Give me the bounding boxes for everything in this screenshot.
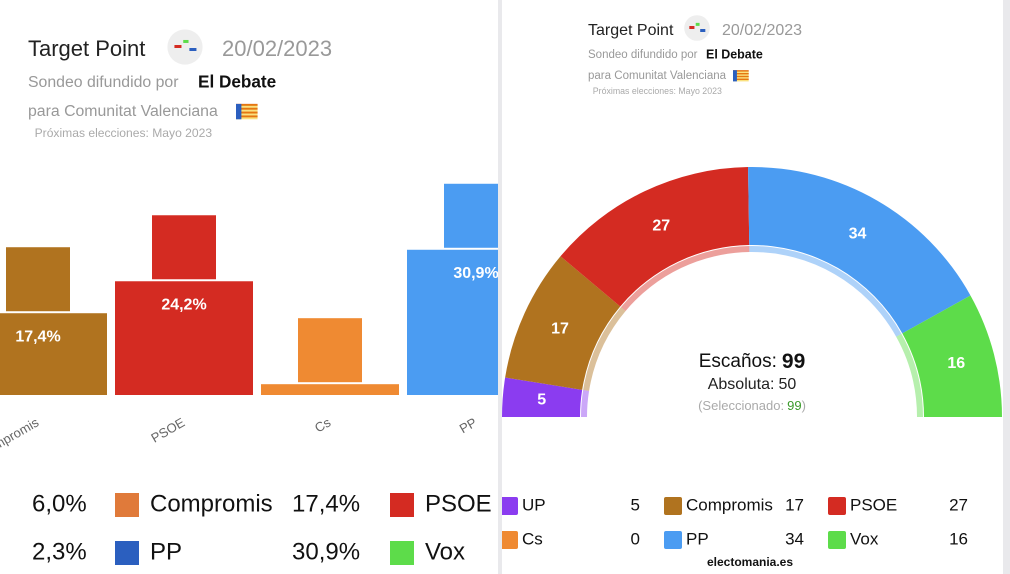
x-tick-label: PP	[457, 415, 480, 437]
seat-label: 16	[947, 355, 965, 372]
seat-label: 34	[849, 225, 867, 242]
bar-panel: Target Point 20/02/2023 Sondeo difundido p…	[0, 0, 498, 574]
title: Target Point	[588, 22, 674, 39]
note: Próximas elecciones: Mayo 2023	[593, 86, 722, 96]
selection-arc	[749, 246, 902, 337]
x-tick-label: PSOE	[148, 414, 187, 445]
note: Próximas elecciones: Mayo 2023	[35, 126, 213, 140]
logo-mark	[189, 48, 197, 51]
legend-name: Compromis	[686, 495, 773, 514]
logo-mark	[695, 22, 700, 26]
bar	[407, 249, 498, 395]
bar	[115, 281, 253, 395]
seat-arc	[748, 167, 971, 334]
selection-arc	[581, 389, 590, 417]
legend-icon	[664, 497, 682, 515]
logo-mark	[183, 39, 189, 43]
legend-name: Vox	[850, 529, 879, 548]
seat-label: 17	[551, 321, 569, 338]
legend-text: Vox	[425, 538, 465, 565]
bar	[0, 313, 107, 395]
legend-text: 17,4%	[292, 490, 360, 517]
logo	[684, 15, 710, 41]
footer: electomania.es	[707, 555, 793, 569]
seat-arc	[902, 295, 1002, 417]
hemicycle-panel: Target Point 20/02/2023 Sondeo difundido p…	[502, 0, 1003, 574]
legend-text: Compromis	[150, 490, 273, 517]
selection-arc	[583, 307, 626, 391]
majority: Absoluta: 50	[708, 376, 797, 393]
subtitle: Sondeo difundido por	[588, 49, 698, 61]
legend-icon	[828, 531, 846, 549]
legend-name: Cs	[522, 529, 543, 548]
party-icon	[152, 215, 216, 280]
legend-text: 30,9%	[292, 538, 360, 565]
date: 20/02/2023	[222, 36, 332, 61]
seat-arc	[505, 256, 621, 390]
total: Escaños: 99	[699, 350, 806, 373]
legend-value: 5	[631, 495, 640, 514]
legend-icon	[390, 493, 414, 517]
value-label: 24,2%	[161, 296, 206, 313]
legend-icon	[502, 497, 518, 515]
title: Target Point	[28, 36, 145, 61]
x-tick-label: Compromis	[0, 414, 42, 460]
total-label: Escaños:	[699, 351, 777, 372]
legend-value: 34	[785, 529, 804, 548]
selection-arc	[896, 333, 923, 417]
flag-band	[733, 70, 737, 82]
legend-icon	[502, 531, 518, 549]
legend-text: PSOE	[425, 490, 492, 517]
logo	[167, 29, 203, 65]
majority-label: Absoluta:	[708, 376, 775, 393]
logo-mark	[174, 45, 182, 48]
seat-label: 5	[537, 391, 546, 408]
selected-label: (Seleccionado:	[698, 398, 784, 413]
legend-value: 0	[631, 529, 640, 548]
legend-value: 27	[949, 495, 968, 514]
legend-name: PSOE	[850, 495, 897, 514]
selected-suffix: )	[802, 398, 806, 413]
x-tick-label: Cs	[312, 414, 334, 435]
selected: (Seleccionado: 99)	[698, 398, 806, 413]
selection-arc	[621, 246, 750, 311]
flag-band	[236, 103, 242, 120]
legend-text: 2,3%	[32, 538, 87, 565]
seat-arc	[560, 167, 750, 307]
selected-value: 99	[787, 398, 801, 413]
legend-name: PP	[686, 529, 709, 548]
logo-mark	[700, 29, 706, 32]
legend-icon	[828, 497, 846, 515]
region: para Comunitat Valenciana	[28, 103, 218, 120]
party-icon	[298, 318, 362, 383]
party-icon	[6, 247, 70, 312]
legend-icon	[664, 531, 682, 549]
total-value: 99	[782, 350, 805, 373]
majority-value: 50	[778, 376, 796, 393]
date: 20/02/2023	[722, 22, 802, 39]
party-icon	[444, 183, 498, 248]
subtitle: Sondeo difundido por	[28, 74, 179, 91]
flag-bg	[733, 70, 749, 82]
source: El Debate	[706, 47, 763, 61]
legend-text: 6,0%	[32, 490, 87, 517]
legend-name: UP	[522, 495, 546, 514]
legend-value: 16	[949, 529, 968, 548]
legend-icon	[115, 493, 139, 517]
value-label: 17,4%	[15, 328, 60, 345]
legend-icon	[390, 541, 414, 565]
bar	[261, 384, 399, 395]
legend-value: 17	[785, 495, 804, 514]
source: El Debate	[198, 72, 276, 92]
region: para Comunitat Valenciana	[588, 70, 727, 82]
legend-icon	[115, 541, 139, 565]
logo-mark	[689, 26, 695, 29]
seat-label: 27	[652, 218, 670, 235]
seat-arc	[502, 377, 583, 417]
legend-text: PP	[150, 538, 182, 565]
value-label: 30,9%	[453, 265, 498, 282]
